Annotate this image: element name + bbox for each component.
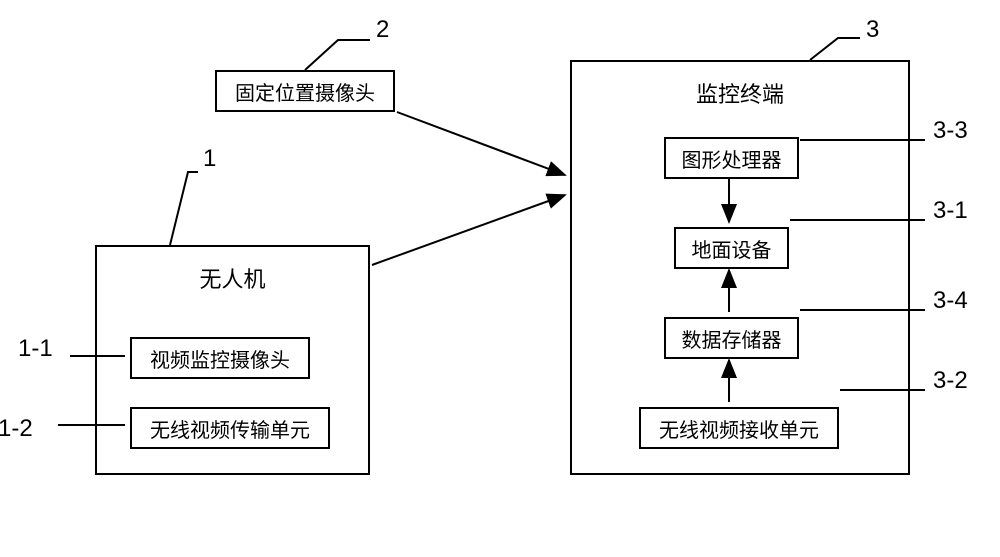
- ref-3-1: 3-1: [933, 197, 968, 225]
- ref-1-2: 1-2: [0, 415, 33, 443]
- gpu-label: 图形处理器: [682, 144, 782, 173]
- ref-3-4: 3-4: [933, 287, 968, 315]
- gpu-box: 图形处理器: [664, 137, 799, 179]
- video-cam-box: 视频监控摄像头: [130, 337, 310, 379]
- storage-label: 数据存储器: [682, 324, 782, 353]
- wireless-tx-box: 无线视频传输单元: [130, 407, 330, 449]
- wireless-rx-box: 无线视频接收单元: [639, 407, 839, 449]
- ref-3-2: 3-2: [933, 367, 968, 395]
- ref-1-1: 1-1: [18, 335, 53, 363]
- wireless-rx-label: 无线视频接收单元: [659, 414, 819, 443]
- ground-label: 地面设备: [692, 234, 772, 263]
- ref-3: 3: [866, 16, 879, 44]
- wireless-tx-label: 无线视频传输单元: [150, 414, 310, 443]
- ref-3-3: 3-3: [933, 117, 968, 145]
- fixed-camera-box: 固定位置摄像头: [215, 70, 395, 112]
- ground-box: 地面设备: [674, 227, 789, 269]
- ref-2: 2: [376, 16, 389, 44]
- storage-box: 数据存储器: [664, 317, 799, 359]
- drone-container: 无人机 视频监控摄像头 无线视频传输单元: [95, 245, 370, 475]
- drone-title: 无人机: [97, 262, 368, 294]
- ref-1: 1: [203, 145, 216, 173]
- fixed-camera-label: 固定位置摄像头: [235, 77, 375, 106]
- video-cam-label: 视频监控摄像头: [150, 344, 290, 373]
- terminal-container: 监控终端 图形处理器 地面设备 数据存储器 无线视频接收单元: [570, 60, 910, 475]
- terminal-title: 监控终端: [572, 77, 908, 109]
